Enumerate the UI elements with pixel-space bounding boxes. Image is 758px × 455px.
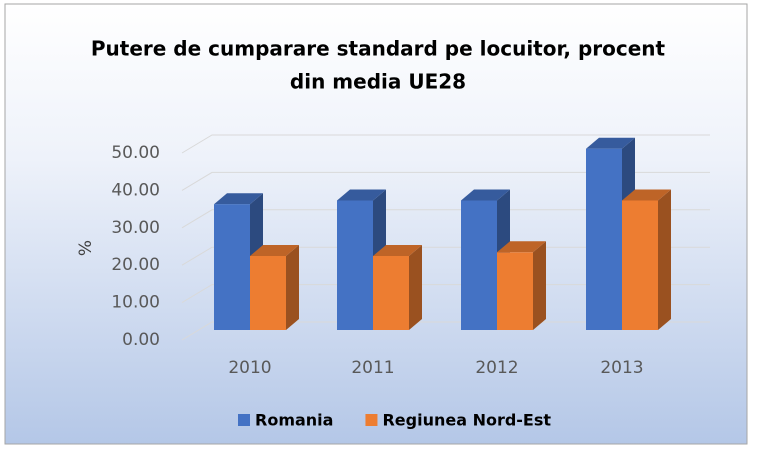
bar — [622, 189, 671, 330]
x-tick-label: 2011 — [351, 358, 394, 378]
bar-top — [461, 189, 510, 201]
bar — [250, 245, 299, 330]
bar-side — [286, 245, 299, 330]
chart-subtitle: din media UE28 — [290, 70, 466, 94]
bar-front — [337, 200, 373, 330]
bar-front — [250, 256, 286, 330]
bar-top — [586, 137, 635, 149]
y-axis-label: % — [76, 240, 96, 256]
bar-top — [373, 245, 422, 256]
x-tick-label: 2012 — [475, 358, 518, 378]
bar-side — [533, 241, 546, 330]
y-tick-label: 10.00 — [111, 293, 160, 313]
x-tick-label: 2010 — [228, 358, 271, 378]
bar-front — [461, 200, 497, 330]
y-tick-label: 20.00 — [111, 255, 160, 275]
x-tick-label: 2013 — [600, 358, 643, 378]
legend-swatch — [365, 414, 378, 426]
bar — [373, 245, 422, 330]
bar-top — [337, 189, 386, 201]
bar-side — [658, 189, 671, 330]
bar-top — [214, 193, 263, 205]
bar-front — [497, 252, 533, 330]
legend-label: Regiunea Nord-Est — [382, 411, 551, 430]
bar-side — [409, 245, 422, 330]
grid-line — [181, 209, 710, 229]
bar-top — [497, 241, 546, 253]
y-tick-label: 30.00 — [111, 218, 160, 238]
bar-top — [250, 245, 299, 256]
bar — [337, 189, 386, 330]
chart-title: Putere de cumparare standard pe locuitor… — [91, 37, 666, 61]
grid-line — [181, 134, 710, 154]
bar — [497, 241, 546, 330]
bar-front — [373, 256, 409, 330]
bar-top — [622, 189, 671, 201]
bar — [214, 193, 263, 330]
bar — [586, 137, 635, 330]
y-tick-label: 50.00 — [111, 143, 160, 163]
y-tick-label: 40.00 — [111, 180, 160, 200]
legend-label: Romania — [255, 411, 333, 430]
bar-front — [622, 200, 658, 330]
bar-front — [586, 148, 622, 330]
legend-swatch — [238, 414, 250, 426]
grid-line — [181, 321, 710, 341]
grid-line — [181, 171, 710, 191]
y-tick-label: 0.00 — [122, 330, 160, 350]
bar-front — [214, 204, 250, 330]
